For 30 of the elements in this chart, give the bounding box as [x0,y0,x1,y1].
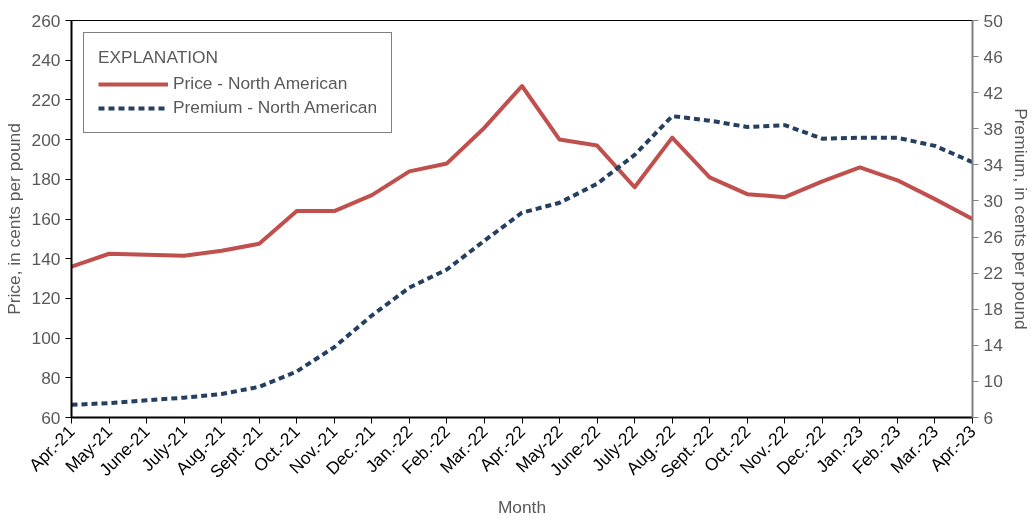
y-tick-label: 80 [41,367,61,388]
y2-tick-label: 10 [983,371,1003,392]
y2-tick-label: 38 [983,118,1003,139]
y-tick-label: 240 [31,50,61,71]
legend-label: Price - North American [173,73,348,94]
y2-tick-label: 34 [983,154,1004,175]
y2-tick-label: 42 [983,82,1003,103]
line-series [71,114,973,407]
y2-axis-title: Premium, in cents per pound [1010,108,1031,330]
x-axis-title: Month [497,496,547,517]
y2-tick-label: 46 [983,46,1003,67]
y2-tick-label: 14 [983,335,1004,356]
y-tick-label: 200 [31,129,61,150]
y2-tick-label: 6 [983,407,994,428]
y-tick-label: 180 [31,169,61,190]
y2-tick-label: 26 [983,227,1003,248]
legend-title: EXPLANATION [98,47,220,68]
y2-tick-label: 22 [983,263,1003,284]
y-tick-label: 140 [31,248,61,269]
y-tick-label: 160 [31,209,61,229]
y-tick-label: 100 [31,328,61,349]
y2-tick-label: 50 [983,10,1003,31]
y-tick-label: 60 [41,407,61,428]
y-tick-label: 120 [31,288,61,309]
y-axis-title: Price, in cents per pound [3,123,24,315]
y2-tick-label: 30 [983,190,1003,211]
y-tick-label: 220 [31,89,61,110]
y2-tick-label: 18 [983,299,1003,320]
legend-label: Premium - North American [173,97,378,118]
y-tick-label: 260 [31,10,61,31]
